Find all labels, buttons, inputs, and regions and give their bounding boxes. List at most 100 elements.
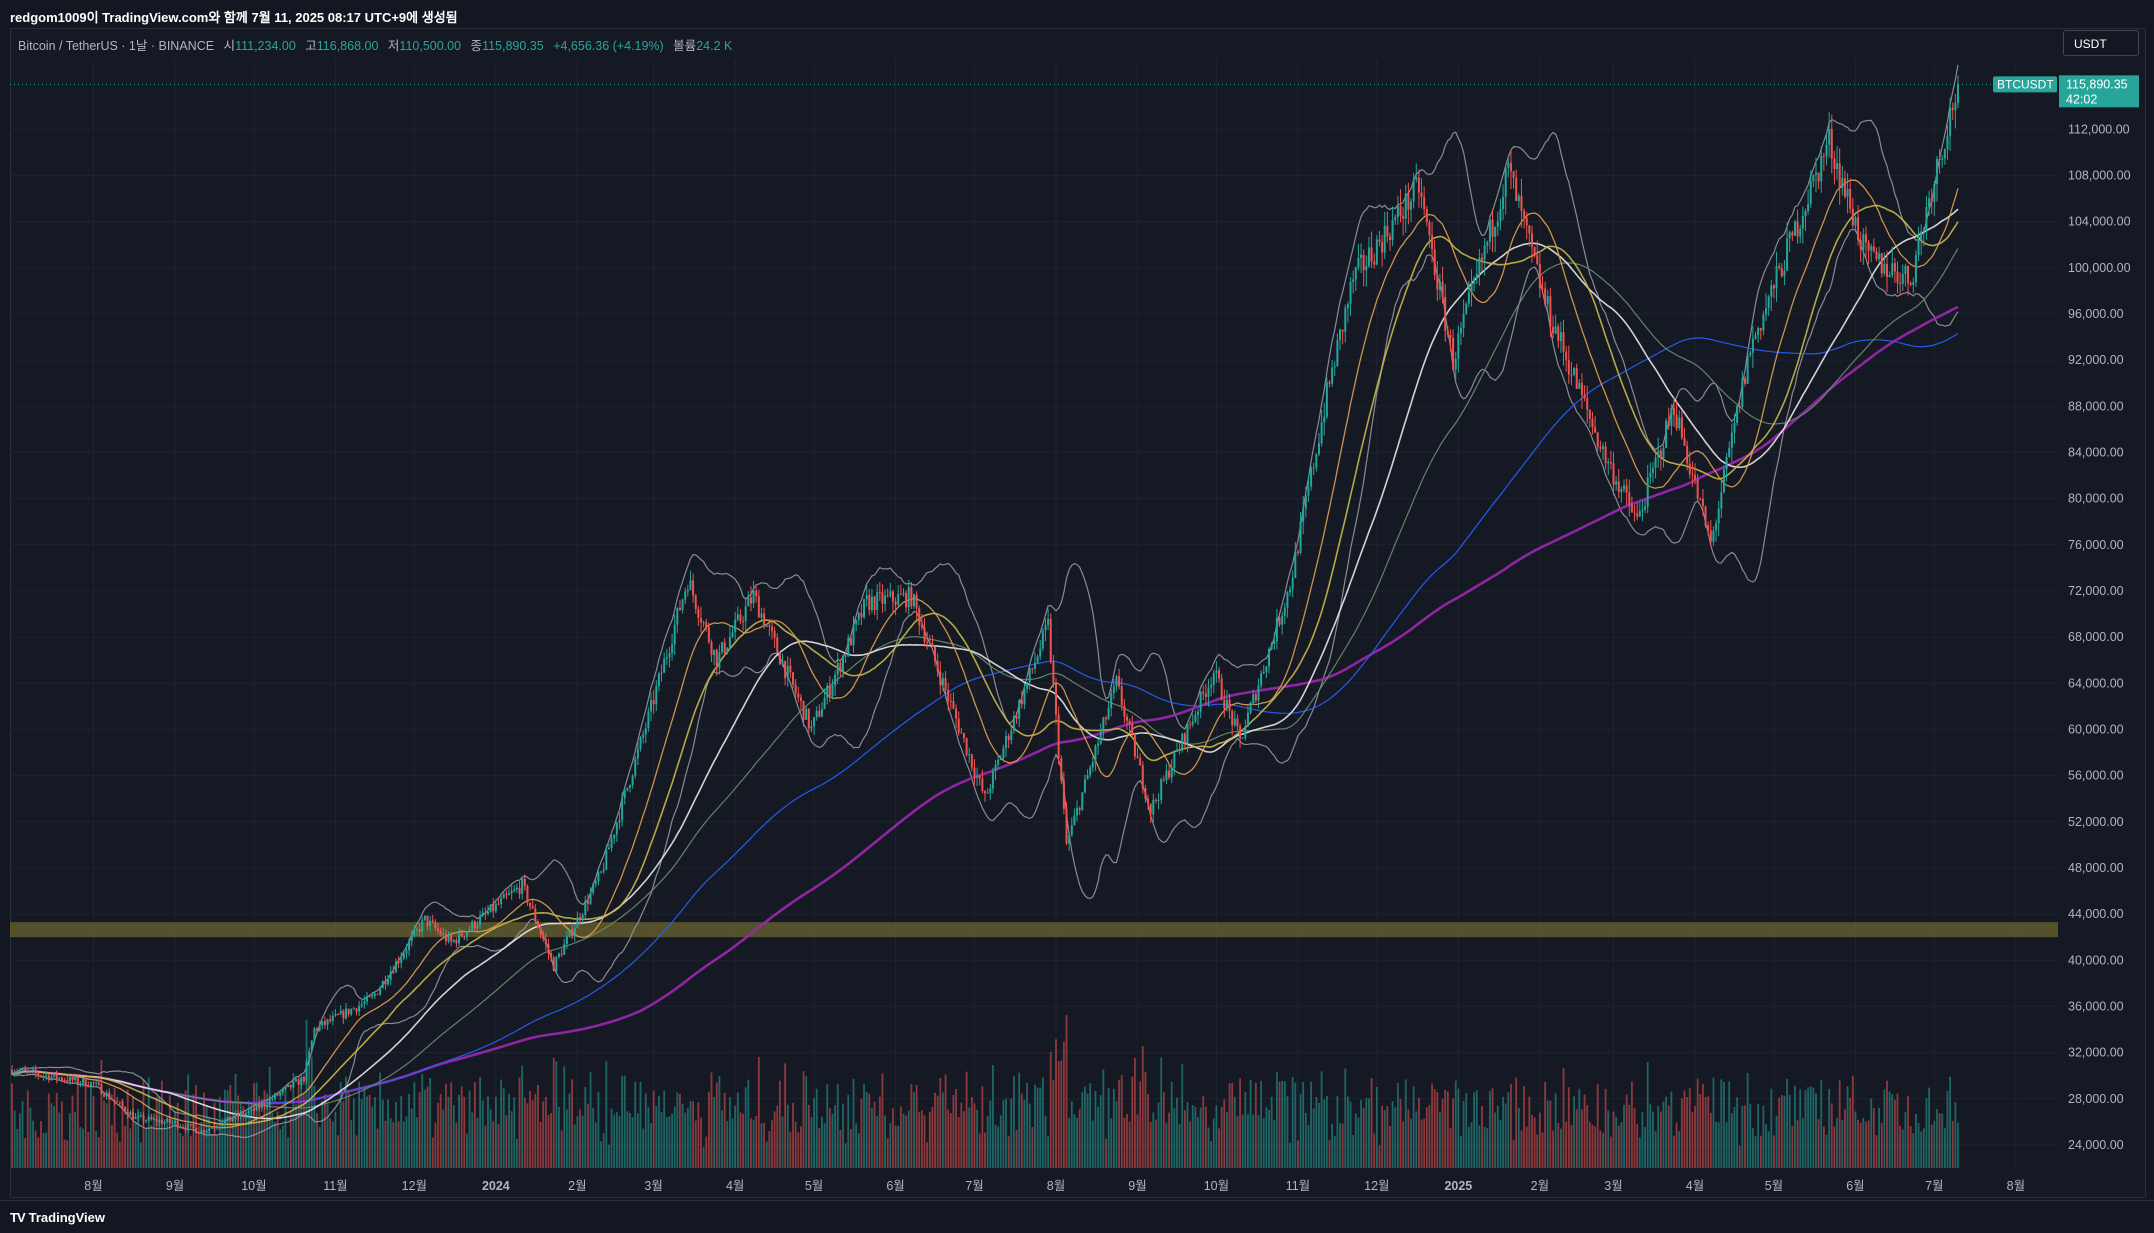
- volume-bar: [479, 1077, 481, 1168]
- volume-bar: [1720, 1079, 1723, 1168]
- volume-bar: [360, 1099, 363, 1168]
- candle-body: [1709, 530, 1712, 542]
- candle-body: [66, 1080, 69, 1082]
- volume-bar: [1654, 1131, 1657, 1168]
- volume-bar: [305, 1019, 308, 1168]
- candle-body: [1859, 240, 1862, 250]
- volume-bar: [171, 1117, 174, 1168]
- legend-symbol[interactable]: Bitcoin / TetherUS · 1날 · BINANCE: [18, 39, 215, 53]
- candle-body: [1509, 162, 1512, 172]
- candle-body: [1396, 205, 1399, 218]
- price-tag-countdown: 42:02: [2066, 92, 2097, 106]
- chart-frame[interactable]: [10, 28, 2146, 1198]
- candle-body: [486, 911, 489, 914]
- volume-bar: [757, 1056, 760, 1168]
- candle-body: [1120, 686, 1123, 706]
- volume-bar: [1457, 1088, 1460, 1168]
- volume-bar: [1257, 1114, 1260, 1168]
- candle-body: [1641, 509, 1644, 512]
- candle-body: [271, 1098, 274, 1100]
- legend-volume: 24.2 K: [696, 39, 733, 53]
- volume-bar: [1665, 1096, 1667, 1168]
- volume-bar: [318, 1126, 321, 1168]
- candle-body: [823, 698, 826, 710]
- candle-body: [1349, 281, 1352, 304]
- snapshot-credit: redgom1009이 TradingView.com와 함께 7월 11, 2…: [10, 10, 458, 25]
- volume-bar: [621, 1075, 623, 1168]
- candle-body: [1654, 457, 1657, 468]
- volume-bar: [1212, 1118, 1215, 1168]
- candle-body: [571, 929, 574, 936]
- candle-body: [479, 916, 482, 926]
- candle-body: [557, 953, 560, 957]
- candle-body: [1233, 718, 1236, 726]
- volume-bar: [423, 1089, 426, 1168]
- volume-bar: [913, 1092, 915, 1168]
- chart-legend: Bitcoin / TetherUS · 1날 · BINANCE 시111,2…: [18, 35, 732, 54]
- volume-bar: [1449, 1127, 1452, 1168]
- volume-bar: [510, 1111, 513, 1168]
- y-tick-label: 28,000.00: [2068, 1092, 2124, 1106]
- volume-bar: [363, 1087, 366, 1168]
- x-tick-label: 2월: [1531, 1179, 1549, 1193]
- bollinger-upper: [11, 64, 1959, 1122]
- candle-body: [258, 1104, 261, 1109]
- candle-body: [1691, 474, 1694, 476]
- volume-bar: [631, 1117, 634, 1168]
- candle-body: [276, 1093, 279, 1096]
- candle-body: [1591, 418, 1594, 428]
- candle-body: [1759, 328, 1762, 331]
- candle-body: [1757, 328, 1760, 336]
- candle-body: [1772, 285, 1775, 289]
- candle-body: [1310, 467, 1313, 487]
- volume-bar: [558, 1106, 560, 1168]
- volume-bar: [1147, 1094, 1149, 1168]
- volume-bar: [1191, 1104, 1194, 1168]
- candle-body: [1628, 492, 1631, 505]
- volume-bar: [208, 1117, 211, 1168]
- volume-bar: [1862, 1117, 1865, 1168]
- volume-bar: [1936, 1108, 1938, 1168]
- tradingview-logo[interactable]: TV TradingView: [10, 1210, 105, 1225]
- candle-body: [563, 944, 566, 955]
- candle-body: [279, 1092, 282, 1096]
- volume-bar: [1502, 1096, 1504, 1168]
- volume-bar: [1094, 1091, 1097, 1168]
- volume-bar: [942, 1092, 944, 1168]
- candle-body: [784, 660, 787, 678]
- volume-bar: [723, 1092, 726, 1168]
- candle-body: [16, 1072, 19, 1074]
- volume-bar: [1486, 1128, 1489, 1168]
- volume-bar: [287, 1137, 290, 1168]
- volume-bar: [1560, 1128, 1562, 1168]
- volume-bar: [684, 1112, 687, 1168]
- candle-body: [1002, 748, 1005, 758]
- volume-bar: [434, 1122, 437, 1168]
- volume-bar: [1331, 1123, 1334, 1168]
- volume-bar: [103, 1100, 105, 1168]
- candle-body: [1707, 525, 1710, 531]
- candle-body: [820, 709, 823, 717]
- volume-bar: [1115, 1101, 1118, 1168]
- volume-bar: [928, 1111, 931, 1168]
- volume-bar: [418, 1092, 421, 1168]
- volume-bar: [1291, 1077, 1294, 1168]
- x-tick-label: 3월: [644, 1179, 662, 1193]
- candle-body: [176, 1121, 179, 1128]
- candle-body: [1567, 359, 1570, 375]
- x-tick-label: 3월: [1604, 1179, 1622, 1193]
- candle-body: [1507, 162, 1510, 168]
- volume-bar: [134, 1121, 137, 1168]
- candle-body: [1935, 159, 1938, 184]
- volume-bar: [1204, 1106, 1207, 1168]
- candle-body: [313, 1028, 316, 1041]
- volume-bar: [279, 1128, 282, 1168]
- candle-body: [1178, 749, 1181, 751]
- volume-bar: [697, 1102, 700, 1168]
- volume-bar: [1102, 1069, 1105, 1168]
- currency-button[interactable]: USDT: [2063, 30, 2139, 56]
- volume-bar: [231, 1101, 234, 1168]
- volume-bar: [1744, 1105, 1746, 1168]
- candle-body: [1220, 678, 1223, 700]
